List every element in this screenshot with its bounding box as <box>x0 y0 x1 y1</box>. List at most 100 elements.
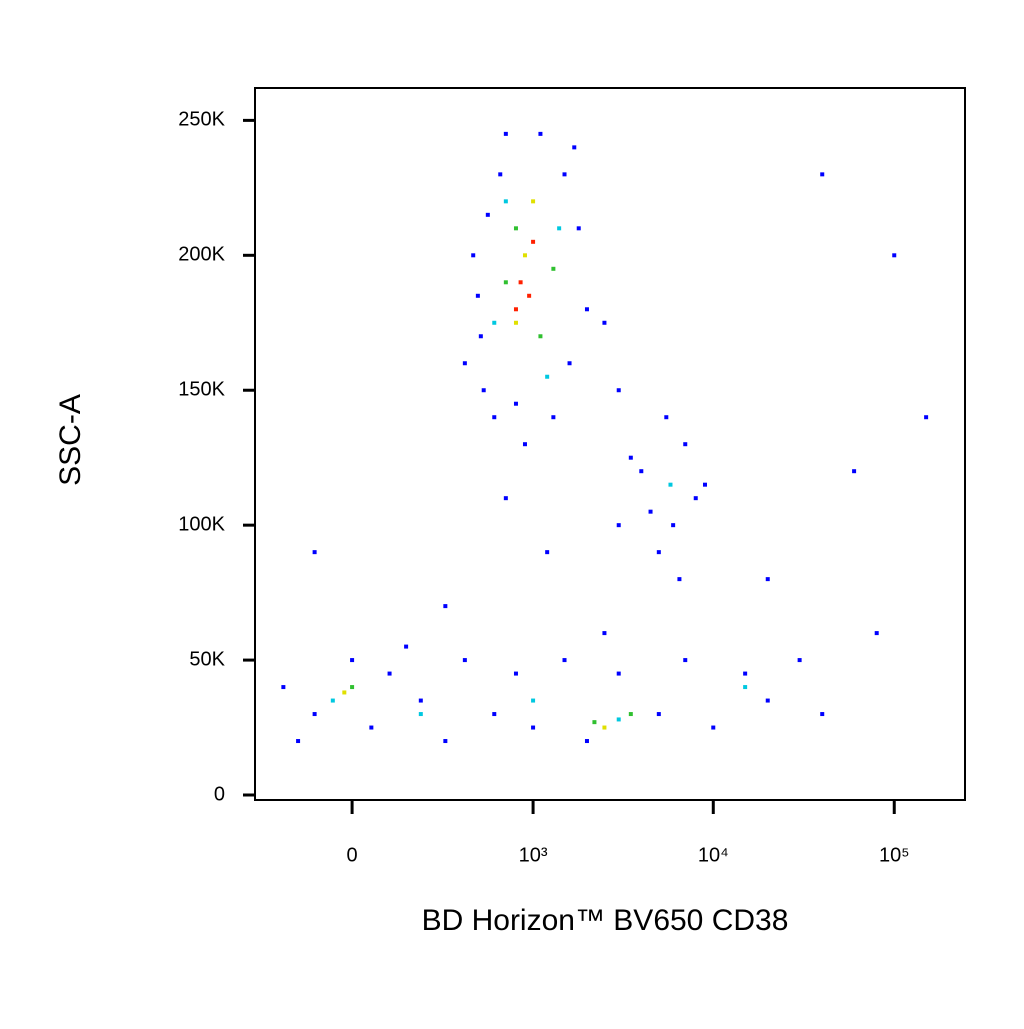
point <box>743 685 748 690</box>
point <box>656 550 661 555</box>
point <box>628 712 633 717</box>
point <box>513 671 518 676</box>
point <box>616 523 621 528</box>
y-axis-label: SSC-A <box>54 394 87 486</box>
point <box>671 523 676 528</box>
point <box>545 374 550 379</box>
plot-frame <box>254 87 966 801</box>
x-tick-label: 0 <box>347 844 358 866</box>
x-tick-label: 10⁵ <box>879 844 910 866</box>
point <box>475 293 480 298</box>
point <box>531 725 536 730</box>
point <box>683 442 688 447</box>
point <box>312 712 317 717</box>
point <box>797 658 802 663</box>
point <box>639 469 644 474</box>
point <box>350 658 355 663</box>
point <box>576 226 581 231</box>
point <box>462 658 467 663</box>
point <box>531 199 536 204</box>
point <box>387 671 392 676</box>
point <box>492 712 497 717</box>
y-tick-label: 250K <box>178 109 225 131</box>
point <box>664 415 669 420</box>
x-axis-label: BD Horizon™ BV650 CD38 <box>422 904 789 937</box>
point <box>572 145 577 150</box>
point <box>562 172 567 177</box>
y-tick-label: 150K <box>178 379 225 401</box>
point <box>538 131 543 136</box>
point <box>743 671 748 676</box>
point <box>616 671 621 676</box>
point <box>538 334 543 339</box>
point <box>616 717 621 722</box>
point <box>522 253 527 258</box>
point <box>513 307 518 312</box>
point <box>513 226 518 231</box>
point <box>513 320 518 325</box>
point <box>471 253 476 258</box>
point <box>551 266 556 271</box>
point <box>551 415 556 420</box>
point <box>443 739 448 744</box>
point <box>765 577 770 582</box>
point <box>492 320 497 325</box>
point <box>418 712 423 717</box>
point <box>404 644 409 649</box>
y-tick-label: 200K <box>178 244 225 266</box>
point <box>874 631 879 636</box>
point <box>443 604 448 609</box>
point <box>602 631 607 636</box>
point <box>503 280 508 285</box>
point <box>584 739 589 744</box>
x-tick-label: 10³ <box>519 844 548 866</box>
y-tick-label: 50K <box>189 648 225 670</box>
point <box>503 131 508 136</box>
point <box>602 320 607 325</box>
point <box>492 415 497 420</box>
point <box>503 496 508 501</box>
point <box>462 361 467 366</box>
point <box>924 415 929 420</box>
point <box>616 388 621 393</box>
point <box>683 658 688 663</box>
point <box>330 698 335 703</box>
point <box>648 509 653 514</box>
point <box>513 401 518 406</box>
point <box>418 698 423 703</box>
point <box>702 482 707 487</box>
point <box>592 720 597 725</box>
point <box>668 482 673 487</box>
point <box>628 455 633 460</box>
point <box>562 658 567 663</box>
point <box>584 307 589 312</box>
point <box>531 239 536 244</box>
point <box>296 739 301 744</box>
x-tick-label: 10⁴ <box>698 844 729 866</box>
point <box>485 212 490 217</box>
point <box>531 698 536 703</box>
point <box>498 172 503 177</box>
point <box>312 550 317 555</box>
point <box>281 685 286 690</box>
point <box>820 172 825 177</box>
point <box>478 334 483 339</box>
point <box>522 442 527 447</box>
point <box>677 577 682 582</box>
point <box>481 388 486 393</box>
y-tick-label: 0 <box>214 783 225 805</box>
point <box>765 698 770 703</box>
point <box>693 496 698 501</box>
point <box>518 280 523 285</box>
point <box>567 361 572 366</box>
point <box>820 712 825 717</box>
point <box>602 725 607 730</box>
point <box>527 293 532 298</box>
point <box>350 685 355 690</box>
point <box>892 253 897 258</box>
point <box>656 712 661 717</box>
y-tick-label: 100K <box>178 513 225 535</box>
point <box>711 725 716 730</box>
point <box>852 469 857 474</box>
